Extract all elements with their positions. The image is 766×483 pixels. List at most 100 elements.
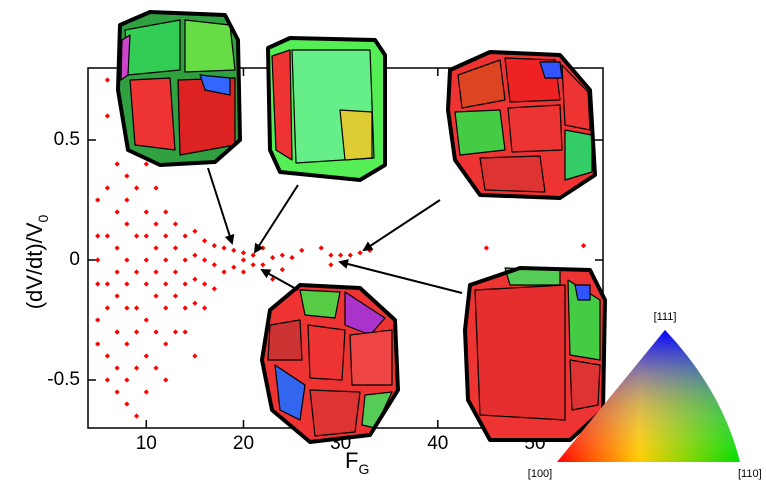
point [163, 341, 169, 347]
color-key-overlay [557, 330, 740, 462]
point [211, 243, 217, 249]
point [270, 276, 276, 282]
point [202, 305, 208, 311]
point [153, 245, 159, 251]
point [172, 221, 179, 227]
point [143, 233, 149, 239]
arrows [207, 167, 463, 294]
point [338, 252, 344, 258]
grain-image [446, 50, 597, 200]
point [163, 209, 169, 215]
point [163, 257, 169, 263]
point [133, 233, 140, 239]
point [328, 262, 334, 268]
point [163, 305, 169, 311]
point [260, 245, 266, 251]
point [104, 377, 111, 383]
x-axis-label: FG [345, 448, 369, 477]
point [143, 209, 149, 215]
point [357, 250, 363, 256]
point [182, 281, 188, 287]
point [163, 281, 169, 287]
point [124, 401, 130, 407]
key-label: [110] [738, 468, 762, 480]
point [202, 281, 208, 287]
point [114, 209, 120, 215]
point [104, 185, 111, 191]
arrow [253, 184, 299, 254]
point [153, 365, 159, 371]
point [133, 329, 140, 335]
point [318, 245, 324, 251]
point [182, 233, 188, 239]
y-label-sub: 0 [35, 214, 51, 222]
point [153, 221, 159, 227]
point [240, 250, 247, 256]
point [95, 317, 101, 323]
point [124, 281, 130, 287]
x-label-main: F [345, 448, 358, 473]
point [192, 252, 198, 258]
point [153, 293, 159, 299]
point [133, 185, 140, 191]
point [95, 233, 101, 239]
point [231, 264, 237, 270]
y-tick-label: 0 [69, 249, 80, 270]
point [124, 341, 130, 347]
point [211, 286, 217, 292]
x-tick-label: 20 [233, 433, 254, 454]
point [143, 161, 149, 167]
point [202, 238, 208, 244]
point [95, 281, 101, 287]
point [104, 281, 111, 287]
point [250, 252, 256, 258]
y-tick-label: 0.5 [54, 129, 80, 150]
point [124, 173, 130, 179]
point [114, 161, 120, 167]
point [192, 353, 198, 359]
point [221, 269, 227, 275]
grain-image [260, 283, 400, 444]
point [270, 255, 276, 261]
point [182, 305, 188, 311]
point [153, 185, 159, 191]
point [143, 281, 149, 287]
point [299, 247, 305, 253]
point [95, 341, 101, 347]
point [95, 257, 101, 263]
point [211, 262, 217, 268]
point [124, 305, 130, 311]
point [580, 243, 587, 249]
point [114, 329, 120, 335]
point [279, 267, 285, 273]
point [133, 365, 140, 371]
point [124, 257, 130, 263]
orientation-color-key: [111] [100] [110] [528, 311, 762, 480]
x-label-sub: G [358, 461, 369, 477]
point [133, 269, 140, 275]
y-label-main: (dV/dt)/V [22, 222, 47, 309]
grain-image [116, 10, 242, 167]
point [172, 245, 179, 251]
point [114, 293, 120, 299]
point [114, 269, 120, 275]
point [260, 262, 266, 268]
point [153, 329, 159, 335]
key-label: [111] [654, 311, 677, 323]
grain-image [463, 266, 607, 442]
point [163, 233, 169, 239]
arrow [362, 199, 441, 252]
point [143, 353, 149, 359]
point [172, 293, 179, 299]
point [163, 377, 169, 383]
point [279, 252, 285, 258]
point [182, 257, 188, 263]
point [328, 252, 334, 258]
point [153, 269, 159, 275]
grain-image [266, 36, 387, 182]
point [143, 257, 149, 263]
point [240, 257, 247, 263]
point [182, 329, 188, 335]
point [192, 228, 198, 234]
